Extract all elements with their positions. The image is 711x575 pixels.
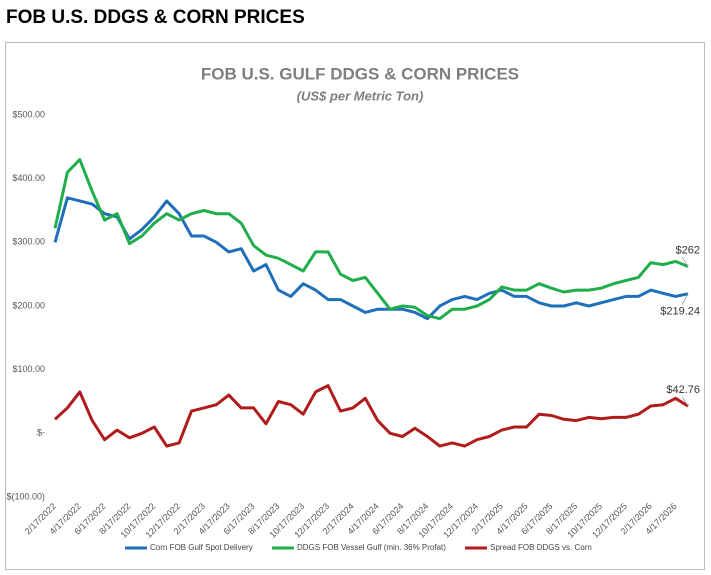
page-title: FOB U.S. DDGS & CORN PRICES xyxy=(6,7,305,28)
y-tick-label: $100.00 xyxy=(12,364,45,374)
chart-title: FOB U.S. GULF DDGS & CORN PRICES xyxy=(201,64,519,83)
series-line xyxy=(53,384,689,448)
y-tick-label: $(100.00) xyxy=(6,491,45,501)
value-label: $262 xyxy=(676,244,700,256)
legend-label: Corn FOB Gulf Spot Delivery xyxy=(150,543,253,552)
y-tick-label: $300.00 xyxy=(12,237,45,247)
y-tick-label: $200.00 xyxy=(12,300,45,310)
y-tick-label: $500.00 xyxy=(12,109,45,119)
chart-frame xyxy=(5,42,705,570)
value-label: $42.76 xyxy=(666,384,700,396)
legend-label: Spread FOB DDGS vs. Corn xyxy=(490,543,592,552)
annotation-leader xyxy=(681,293,689,305)
annotation-leader xyxy=(681,256,689,267)
y-tick-label: $- xyxy=(37,428,45,438)
chart-subtitle: (US$ per Metric Ton) xyxy=(297,88,424,103)
annotation-leader xyxy=(681,396,689,407)
y-tick-label: $400.00 xyxy=(12,173,45,183)
legend-label: DDGS FOB Vessel Gulf (min. 36% Profat) xyxy=(297,543,446,552)
series-line xyxy=(53,158,689,321)
value-label: $219.24 xyxy=(660,306,700,318)
series-line xyxy=(53,196,689,321)
